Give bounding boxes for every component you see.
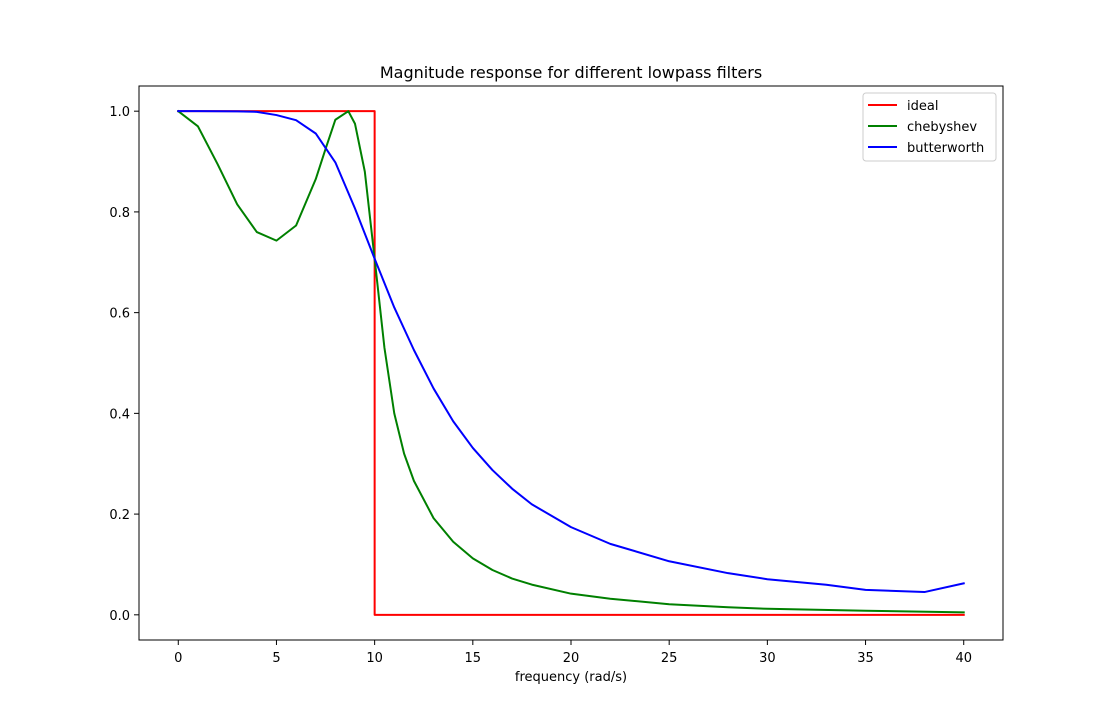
x-tick-label: 30 (759, 651, 776, 666)
y-tick-label: 0.0 (109, 609, 130, 624)
y-tick-label: 0.8 (109, 206, 130, 221)
legend-box (862, 92, 997, 162)
series-layer (176, 109, 965, 616)
x-axis: 0 5 10 15 20 25 30 35 40 (174, 640, 972, 666)
x-tick-label: 35 (857, 651, 874, 666)
x-tick-label: 5 (272, 651, 280, 666)
y-tick-label: 1.0 (109, 105, 130, 120)
y-tick-label: 0.2 (109, 508, 130, 523)
y-tick-label: 0.4 (109, 407, 130, 422)
chart-title: Magnitude response for different lowpass… (380, 63, 762, 82)
x-tick-label: 25 (661, 651, 678, 666)
legend-label-chebyshev: chebyshev (907, 120, 977, 135)
x-tick-label: 10 (366, 651, 383, 666)
x-tick-label: 15 (465, 651, 482, 666)
y-axis: 0.0 0.2 0.4 0.6 0.8 1.0 (109, 105, 139, 624)
x-tick-label: 0 (174, 651, 182, 666)
series-line-chebyshev (176, 109, 965, 614)
plot-frame (138, 85, 1004, 641)
legend-label-ideal: ideal (907, 99, 938, 114)
x-tick-label: 20 (563, 651, 580, 666)
series-line-ideal (177, 110, 965, 616)
y-tick-label: 0.6 (109, 307, 130, 322)
legend: ideal chebyshev butterworth (862, 92, 997, 162)
legend-label-butterworth: butterworth (907, 141, 984, 156)
series-line-butterworth (177, 110, 965, 594)
x-axis-label: frequency (rad/s) (515, 670, 627, 685)
x-tick-label: 40 (955, 651, 972, 666)
